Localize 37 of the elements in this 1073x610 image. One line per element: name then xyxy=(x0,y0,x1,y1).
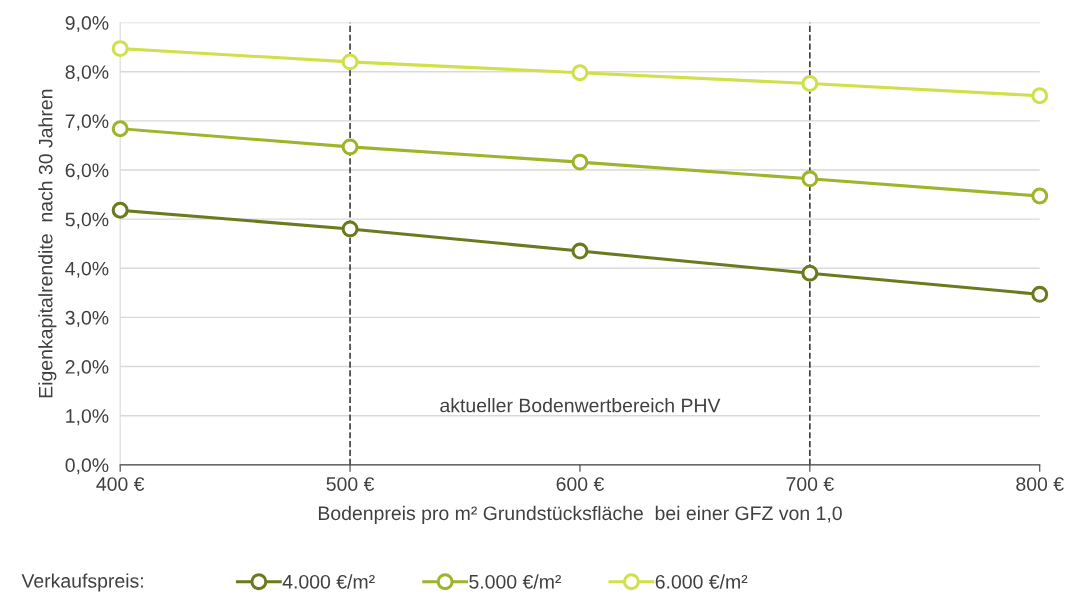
point xyxy=(571,242,589,260)
x-tick-label: 600 € xyxy=(556,477,605,491)
point xyxy=(341,138,359,156)
y-tick-label: 4,0% xyxy=(65,261,109,278)
point xyxy=(111,120,129,138)
y-axis-title: Eigenkapitalrendite nach 30 Jahren xyxy=(38,89,57,398)
legend-label: 5.000 €/m² xyxy=(469,574,562,589)
legend-label: 6.000 €/m² xyxy=(655,574,748,589)
point xyxy=(1031,187,1049,205)
legend-label: 4.000 €/m² xyxy=(282,574,375,589)
x-tick-label: 800 € xyxy=(1016,477,1064,491)
y-tick-label: 1,0% xyxy=(66,409,109,426)
y-tick-label: 0,0% xyxy=(65,458,109,475)
point xyxy=(801,75,819,92)
point xyxy=(341,53,359,71)
y-tick-label: 9,0% xyxy=(65,16,109,33)
point xyxy=(801,170,819,188)
y-tick-label: 2,0% xyxy=(65,360,109,377)
point xyxy=(571,64,589,82)
point xyxy=(111,40,129,58)
y-tick-label: 5,0% xyxy=(65,212,109,229)
point xyxy=(801,264,819,282)
annotation: aktueller Bodenwertbereich PHV xyxy=(440,398,721,413)
x-tick-label: 400 € xyxy=(96,477,145,491)
point xyxy=(1031,87,1049,105)
y-tick-label: 6,0% xyxy=(65,163,109,180)
point xyxy=(111,201,129,219)
point xyxy=(1031,285,1049,303)
y-tick-label: 3,0% xyxy=(65,310,109,327)
legend-title: Verkaufspreis: xyxy=(21,573,143,592)
x-tick-label: 700 € xyxy=(786,477,834,491)
y-tick-label: 8,0% xyxy=(65,65,109,82)
point xyxy=(341,220,359,238)
x-axis-title: Bodenpreis pro m² Grundstücksfläche bei einer GFZ von 1,0 xyxy=(318,505,842,524)
point xyxy=(571,153,589,171)
x-tick-label: 500 € xyxy=(326,477,375,491)
y-tick-label: 7,0% xyxy=(65,114,109,131)
